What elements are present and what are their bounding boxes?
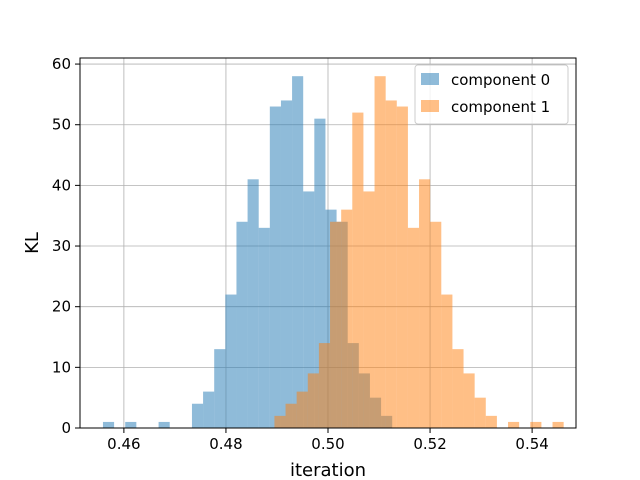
histogram-bar-component-1 xyxy=(352,112,364,429)
histogram-bar-component-1 xyxy=(307,373,319,428)
y-tick-label: 60 xyxy=(52,55,71,73)
x-tick-label: 0.52 xyxy=(413,435,446,453)
histogram-bar-component-1 xyxy=(508,421,520,428)
legend-swatch-component-0 xyxy=(421,73,439,85)
x-tick-label: 0.50 xyxy=(311,435,344,453)
histogram-bar-component-1 xyxy=(385,100,397,428)
histogram-bar-component-1 xyxy=(296,391,308,428)
histogram-bar-component-0 xyxy=(303,191,315,428)
histogram-bar-component-0 xyxy=(314,118,326,429)
histogram-bar-component-1 xyxy=(441,294,453,428)
histogram-bar-component-0 xyxy=(214,349,226,428)
x-tick-label: 0.54 xyxy=(515,435,548,453)
y-tick-label: 40 xyxy=(52,176,71,194)
histogram-bar-component-0 xyxy=(280,100,293,428)
x-tick-label: 0.48 xyxy=(209,435,242,453)
histogram-bar-component-0 xyxy=(225,294,237,428)
histogram-bar-component-0 xyxy=(269,106,281,428)
histogram-bar-component-1 xyxy=(407,227,420,428)
histogram-bar-component-0 xyxy=(203,391,215,428)
y-tick-label: 0 xyxy=(61,419,71,437)
histogram-bar-component-1 xyxy=(530,421,542,428)
legend-label-component-1: component 1 xyxy=(451,98,550,116)
histogram-bar-component-1 xyxy=(463,373,475,428)
histogram-bars xyxy=(102,76,564,429)
x-axis-label: iteration xyxy=(290,460,366,480)
legend-swatch-component-1 xyxy=(421,100,439,112)
histogram-bar-component-0 xyxy=(292,76,304,429)
histogram-bar-component-0 xyxy=(158,421,170,428)
histogram-bar-component-1 xyxy=(552,421,564,428)
histogram-bar-component-1 xyxy=(419,179,431,428)
y-tick-label: 20 xyxy=(52,298,71,316)
legend-box xyxy=(414,64,569,125)
legend-label-component-0: component 0 xyxy=(451,71,550,89)
histogram-bar-component-1 xyxy=(396,106,408,428)
y-tick-label: 30 xyxy=(52,237,71,255)
histogram-bar-component-0 xyxy=(247,179,259,428)
histogram-bar-component-0 xyxy=(258,227,270,428)
histogram-bar-component-1 xyxy=(430,221,442,428)
histogram-bar-component-1 xyxy=(363,191,375,428)
histogram-bar-component-0 xyxy=(236,221,248,428)
histogram-bar-component-1 xyxy=(318,343,331,428)
histogram-bar-component-1 xyxy=(452,349,464,428)
histogram-bar-component-1 xyxy=(330,221,342,428)
legend: component 0 component 1 xyxy=(414,64,569,125)
histogram-bar-component-1 xyxy=(285,403,297,428)
histogram-bar-component-1 xyxy=(341,209,353,428)
y-axis-label: KL xyxy=(22,232,43,254)
y-tick-label: 50 xyxy=(52,116,71,134)
histogram-bar-component-1 xyxy=(274,415,286,428)
histogram-bar-component-1 xyxy=(374,76,386,429)
axis-ticks: 0.46 0.48 0.50 0.52 0.54 0 10 20 30 40 50 60 xyxy=(52,55,549,453)
x-tick-label: 0.46 xyxy=(107,435,140,453)
histogram-bar-component-1 xyxy=(474,397,486,428)
histogram-bar-component-0 xyxy=(191,403,204,428)
y-tick-label: 10 xyxy=(52,358,71,376)
histogram-bar-component-1 xyxy=(485,415,497,428)
histogram-bar-component-0 xyxy=(102,421,115,428)
histogram-bar-component-0 xyxy=(125,421,137,428)
